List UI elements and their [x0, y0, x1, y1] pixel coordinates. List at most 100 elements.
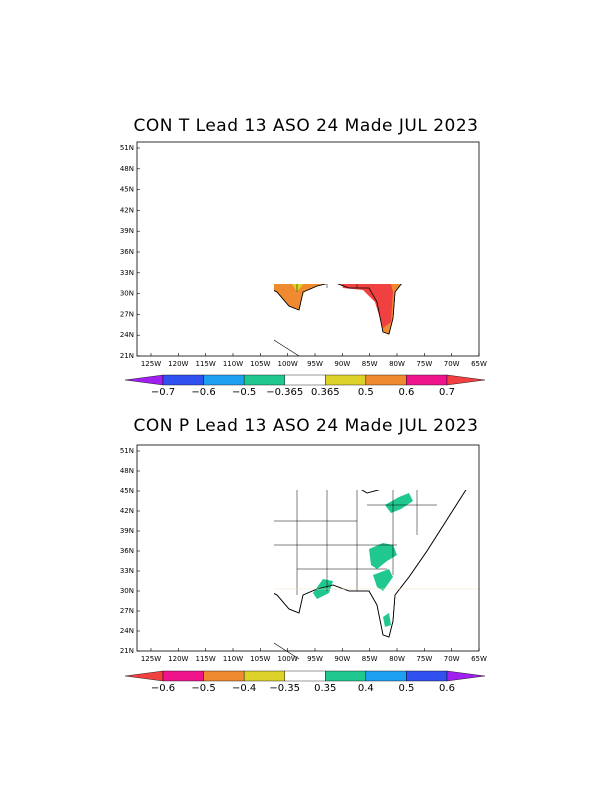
lon-label: 115W: [196, 360, 216, 368]
colorbar-label: 0.6: [439, 683, 455, 694]
lat-label: 27N: [120, 310, 134, 318]
temperature-lon-labels: 125W 120W 115W 110W 105W 100W 95W 90W 85W 80W 75W 7…: [141, 353, 487, 368]
temp-cat-0365-ne: [327, 164, 417, 204]
colorbar-segment: [162, 374, 204, 386]
lat-label: 33N: [120, 567, 134, 575]
colorbar-label: 0.7: [439, 387, 455, 398]
lon-label: 75W: [416, 655, 432, 663]
lon-label: 90W: [334, 655, 350, 663]
lat-label: 27N: [120, 607, 134, 615]
colorbar-label: −0.7: [151, 387, 175, 398]
lon-label: 125W: [141, 360, 161, 368]
us-landmass: [274, 284, 402, 335]
lon-label: 105W: [250, 360, 270, 368]
temp-cat-06: [149, 202, 213, 266]
colorbar-high-end: [446, 374, 486, 386]
colorbar-low-end: [124, 670, 164, 682]
lon-label: 95W: [307, 655, 323, 663]
colorbar-segment: [325, 670, 367, 682]
lon-label: 90W: [334, 360, 350, 368]
lon-label: 80W: [389, 360, 405, 368]
lat-label: 45N: [120, 186, 134, 194]
colorbar-segment: [243, 670, 285, 682]
lon-label: 110W: [223, 655, 243, 663]
lat-label: 24N: [120, 331, 134, 339]
state-borders: [274, 490, 437, 595]
lat-label: 48N: [120, 467, 134, 475]
precipitation-lat-labels: 51N 48N 45N 42N 39N 36N 33N 30N 27N 24N 21N: [120, 447, 140, 655]
lon-label: 65W: [471, 655, 487, 663]
lon-label: 95W: [307, 360, 323, 368]
colorbar-segment: [162, 670, 204, 682]
lon-label: 85W: [362, 655, 378, 663]
us-landmass: [274, 490, 467, 638]
colorbar-segment: [284, 374, 326, 386]
state-borders: [296, 284, 358, 292]
temperature-map-frame: [136, 141, 480, 357]
lon-label: 65W: [471, 360, 487, 368]
colorbar-segment: [284, 670, 326, 682]
colorbar-segment: [203, 374, 245, 386]
lon-label: 100W: [278, 655, 298, 663]
temperature-panel: CON T Lead 13 ASO 24 Made JUL 2023: [120, 116, 487, 398]
colorbar-label: −0.365: [266, 387, 303, 398]
colorbar-segment: [243, 374, 285, 386]
temperature-map-title: CON T Lead 13 ASO 24 Made JUL 2023: [133, 116, 479, 136]
colorbar-label: 0.35: [314, 683, 336, 694]
lat-label: 51N: [120, 144, 134, 152]
precipitation-panel: CON P Lead 13 ASO 24 Made JUL 2023: [0, 400, 612, 792]
lat-label: 39N: [120, 527, 134, 535]
lat-label: 42N: [120, 206, 134, 214]
colorbar-label: 0.5: [398, 683, 414, 694]
precipitation-colorbar: −0.6 −0.5 −0.4 −0.35 0.35 0.4 0.5 0.6: [124, 670, 486, 694]
lon-label: 110W: [223, 360, 243, 368]
lon-label: 80W: [389, 655, 405, 663]
lat-label: 36N: [120, 547, 134, 555]
colorbar-segment: [365, 670, 407, 682]
precip-cat-neg035: [219, 517, 263, 575]
temperature-lat-labels: 51N 48N 45N 42N 39N 36N 33N 30N 27N 24N 21N: [120, 144, 140, 360]
colorbar-segment: [203, 670, 245, 682]
colorbar-segment: [325, 374, 367, 386]
colorbar-label: 0.5: [358, 387, 374, 398]
lon-label: 70W: [444, 360, 460, 368]
lat-label: 51N: [120, 447, 134, 455]
lat-label: 45N: [120, 487, 134, 495]
lon-label: 85W: [362, 360, 378, 368]
temperature-colorbar: −0.7 −0.6 −0.5 −0.365 0.365 0.5 0.6 0.7: [124, 374, 486, 398]
lat-label: 33N: [120, 269, 134, 277]
lat-label: 30N: [120, 587, 134, 595]
colorbar-low-end: [124, 374, 164, 386]
lat-label: 21N: [120, 647, 134, 655]
colorbar-segment: [365, 374, 407, 386]
lat-label: 24N: [120, 627, 134, 635]
lon-label: 120W: [168, 655, 188, 663]
precipitation-map-frame: [136, 444, 480, 652]
colorbar-label: −0.5: [232, 387, 256, 398]
colorbar-label: −0.35: [269, 683, 300, 694]
colorbar-label: −0.6: [191, 387, 215, 398]
precipitation-lon-labels: 125W 120W 115W 110W 105W 100W 95W 90W 85W 80W 75W 7…: [141, 648, 487, 663]
precipitation-map-title: CON P Lead 13 ASO 24 Made JUL 2023: [133, 416, 479, 436]
lat-label: 48N: [120, 165, 134, 173]
precip-cat-035: [385, 493, 413, 513]
temp-cat-05: [274, 284, 402, 334]
colorbar-label: 0.365: [311, 387, 340, 398]
lon-label: 75W: [416, 360, 432, 368]
colorbar-label: −0.5: [191, 683, 215, 694]
colorbar-label: 0.6: [398, 387, 414, 398]
temp-cat-07: [407, 170, 467, 210]
lat-label: 39N: [120, 227, 134, 235]
lon-label: 100W: [278, 360, 298, 368]
lat-label: 36N: [120, 248, 134, 256]
colorbar-label: −0.6: [151, 683, 175, 694]
lat-label: 42N: [120, 507, 134, 515]
lon-label: 125W: [141, 655, 161, 663]
lat-label: 30N: [120, 290, 134, 298]
colorbar-high-end: [446, 670, 486, 682]
colorbar-segment: [406, 670, 448, 682]
colorbar-segment: [406, 374, 448, 386]
lon-label: 115W: [196, 655, 216, 663]
precipitation-map: 51N 48N 45N 42N 39N 36N 33N 30N 27N 24N 21N 125W 12…: [120, 444, 487, 694]
